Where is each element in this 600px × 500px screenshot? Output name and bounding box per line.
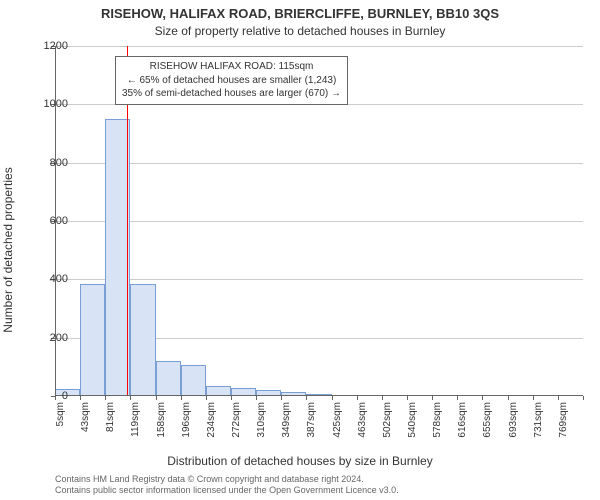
x-tick-label: 349sqm (281, 402, 292, 438)
plot-area: RISEHOW HALIFAX ROAD: 115sqm ← 65% of de… (55, 46, 583, 396)
y-tick-label: 0 (62, 390, 68, 402)
callout-line-2: ← 65% of detached houses are smaller (1,… (122, 74, 341, 88)
x-tick-label: 769sqm (558, 402, 569, 438)
x-tick-mark (55, 396, 56, 400)
y-tick-label: 200 (50, 332, 68, 344)
x-tick-label: 425sqm (332, 402, 343, 438)
y-tick-label: 600 (50, 215, 68, 227)
x-tick-label: 272sqm (231, 402, 242, 438)
x-tick-mark (432, 396, 433, 400)
y-axis-label: Number of detached properties (1, 167, 15, 332)
histogram-bar (130, 284, 155, 396)
x-tick-mark (332, 396, 333, 400)
chart-title-sub: Size of property relative to detached ho… (0, 24, 600, 38)
y-tick-label: 800 (50, 157, 68, 169)
y-tick-label: 1200 (44, 40, 68, 52)
x-tick-mark (508, 396, 509, 400)
gridline (55, 163, 583, 164)
x-tick-mark (583, 396, 584, 400)
x-tick-mark (382, 396, 383, 400)
property-size-histogram: RISEHOW, HALIFAX ROAD, BRIERCLIFFE, BURN… (0, 0, 600, 500)
x-tick-label: 463sqm (357, 402, 368, 438)
chart-footer: Contains HM Land Registry data © Crown c… (55, 474, 399, 497)
x-tick-mark (156, 396, 157, 400)
x-tick-mark (206, 396, 207, 400)
x-tick-mark (130, 396, 131, 400)
footer-line-1: Contains HM Land Registry data © Crown c… (55, 474, 399, 485)
x-tick-mark (80, 396, 81, 400)
x-tick-mark (105, 396, 106, 400)
x-tick-label: 196sqm (181, 402, 192, 438)
gridline (55, 279, 583, 280)
histogram-bar (156, 361, 181, 396)
x-tick-label: 540sqm (407, 402, 418, 438)
x-tick-mark (181, 396, 182, 400)
x-tick-label: 502sqm (382, 402, 393, 438)
x-tick-label: 81sqm (105, 402, 116, 432)
x-tick-label: 5sqm (55, 402, 66, 426)
x-axis-line (55, 395, 583, 396)
x-tick-label: 693sqm (508, 402, 519, 438)
x-tick-mark (558, 396, 559, 400)
x-tick-label: 387sqm (306, 402, 317, 438)
x-tick-mark (281, 396, 282, 400)
x-tick-label: 616sqm (457, 402, 468, 438)
y-tick-label: 1000 (44, 98, 68, 110)
gridline (55, 46, 583, 47)
footer-line-2: Contains public sector information licen… (55, 485, 399, 496)
x-tick-label: 655sqm (482, 402, 493, 438)
x-tick-mark (407, 396, 408, 400)
x-tick-mark (457, 396, 458, 400)
x-axis-label: Distribution of detached houses by size … (0, 454, 600, 468)
x-tick-mark (482, 396, 483, 400)
x-tick-mark (306, 396, 307, 400)
x-tick-label: 731sqm (533, 402, 544, 438)
x-tick-label: 119sqm (130, 402, 141, 437)
property-callout-box: RISEHOW HALIFAX ROAD: 115sqm ← 65% of de… (115, 56, 348, 105)
chart-title-main: RISEHOW, HALIFAX ROAD, BRIERCLIFFE, BURN… (0, 6, 600, 21)
x-tick-label: 234sqm (206, 402, 217, 438)
x-tick-mark (256, 396, 257, 400)
x-tick-label: 310sqm (256, 402, 267, 438)
x-tick-label: 578sqm (432, 402, 443, 438)
x-tick-label: 43sqm (80, 402, 91, 432)
histogram-bar (181, 365, 206, 396)
x-tick-mark (533, 396, 534, 400)
gridline (55, 221, 583, 222)
y-tick-label: 400 (50, 273, 68, 285)
histogram-bar (80, 284, 105, 396)
callout-line-3: 35% of semi-detached houses are larger (… (122, 87, 341, 101)
x-tick-mark (231, 396, 232, 400)
callout-line-1: RISEHOW HALIFAX ROAD: 115sqm (122, 60, 341, 74)
x-tick-mark (357, 396, 358, 400)
x-tick-label: 158sqm (156, 402, 167, 438)
